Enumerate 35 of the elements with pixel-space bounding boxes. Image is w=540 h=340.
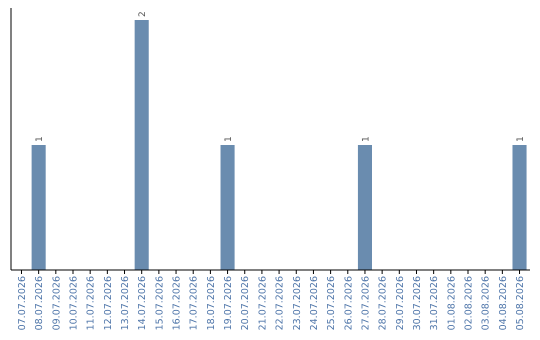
x-tick-label: 31.07.2026 xyxy=(429,276,440,330)
x-tick-label: 03.08.2026 xyxy=(480,276,492,330)
x-tick-label: 12.07.2026 xyxy=(102,276,114,330)
x-tick-label: 01.08.2026 xyxy=(446,276,458,330)
x-tick-label: 09.07.2026 xyxy=(51,276,62,330)
x-tick-label: 17.07.2026 xyxy=(188,276,200,330)
x-tick-label: 05.08.2026 xyxy=(515,276,526,330)
x-tick-label: 07.07.2026 xyxy=(16,276,28,330)
x-tick-label: 21.07.2026 xyxy=(257,276,268,330)
x-tick-label: 26.07.2026 xyxy=(343,276,354,330)
data-label: 1 xyxy=(224,136,234,142)
x-tick-label: 15.07.2026 xyxy=(154,276,166,330)
x-tick-label: 19.07.2026 xyxy=(223,276,234,330)
x-tick-label: 29.07.2026 xyxy=(394,276,406,330)
x-tick-label: 25.07.2026 xyxy=(326,276,338,330)
x-tick-label: 18.07.2026 xyxy=(206,276,217,330)
x-tick-label: 11.07.2026 xyxy=(86,276,97,330)
x-tick-label: 13.07.2026 xyxy=(120,276,132,330)
data-label: 2 xyxy=(138,11,148,17)
x-tick-label: 27.07.2026 xyxy=(360,276,372,330)
x-tick-label: 28.07.2026 xyxy=(378,276,389,330)
x-tick-label: 16.07.2026 xyxy=(172,276,183,330)
x-tick-label: 14.07.2026 xyxy=(137,276,148,330)
x-tick-label: 20.07.2026 xyxy=(240,276,252,330)
data-label: 1 xyxy=(35,136,46,142)
x-tick-label: 24.07.2026 xyxy=(308,276,320,330)
x-tick-label: 30.07.2026 xyxy=(412,276,423,330)
x-tick-label: 10.07.2026 xyxy=(68,276,80,330)
data-label: 1 xyxy=(516,136,526,142)
x-tick-label: 04.08.2026 xyxy=(498,276,509,330)
x-tick-label: 08.07.2026 xyxy=(34,276,46,330)
x-tick-label: 22.07.2026 xyxy=(274,276,286,330)
x-tick-label: 23.07.2026 xyxy=(292,276,303,330)
data-label: 1 xyxy=(361,136,372,142)
x-tick-label: 02.08.2026 xyxy=(464,276,474,330)
